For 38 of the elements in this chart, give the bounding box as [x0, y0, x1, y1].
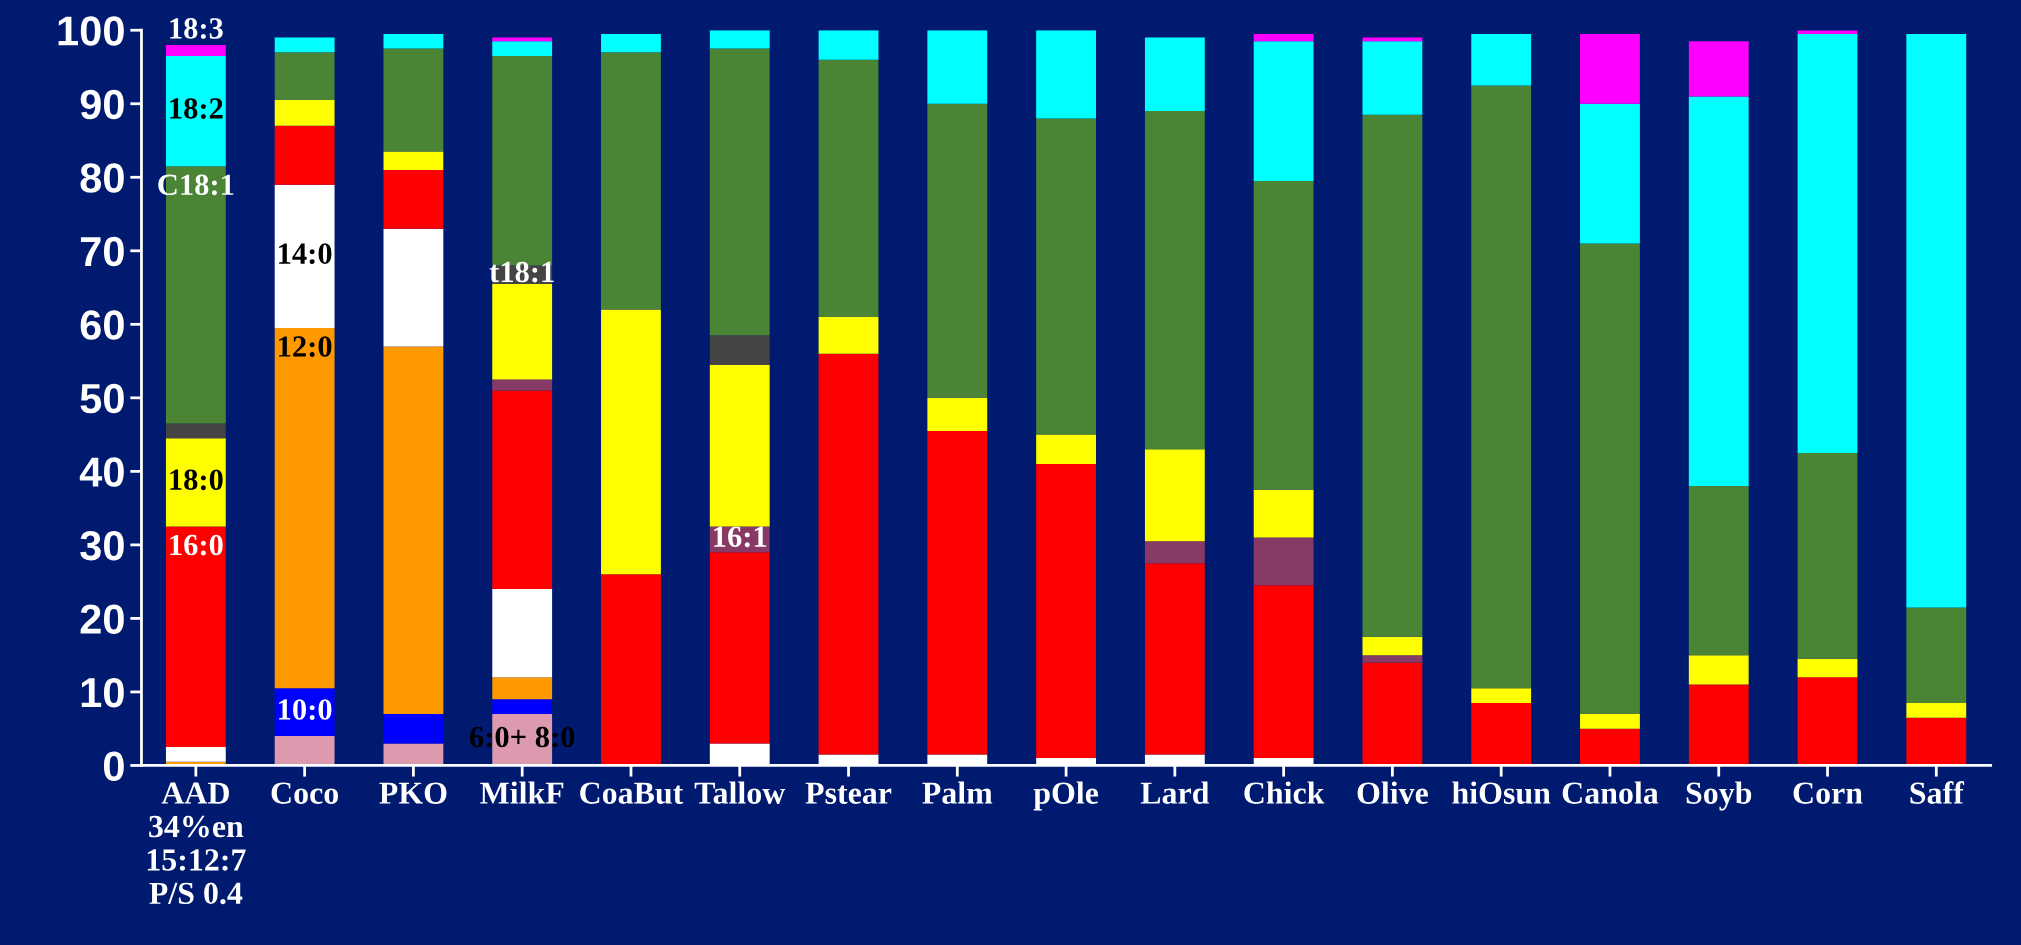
- x-tick-label: Palm: [922, 781, 993, 804]
- annotation: 16:1: [714, 526, 767, 548]
- y-tick-label: 100: [58, 16, 124, 46]
- x-tick-label: Chick: [1244, 781, 1325, 804]
- y-tick-label: 0: [103, 751, 124, 781]
- annotation: 18:0: [170, 469, 223, 491]
- x-tick-label: CoaBut: [580, 782, 684, 804]
- y-tick-label: 60: [80, 310, 124, 340]
- x-tick-label: AAD 34%en 15:12:7 P/S 0.4: [147, 782, 246, 905]
- y-tick-label: 90: [80, 89, 124, 120]
- y-tick-label: 20: [80, 604, 124, 634]
- x-tick-label: Canola: [1562, 781, 1659, 804]
- x-tick-label: Lard: [1140, 781, 1210, 804]
- x-tick-label: pOle: [1033, 781, 1099, 811]
- x-tick-label: Soyb: [1686, 781, 1752, 811]
- annotation: C18:1: [158, 174, 234, 196]
- annotation: 14:0: [279, 243, 332, 265]
- annotation: t18:1: [489, 261, 554, 283]
- x-tick-label: Tallow: [694, 781, 786, 804]
- annotation: 18:2: [170, 98, 223, 119]
- x-tick-label: Coco: [271, 782, 339, 804]
- annotation: 18:3: [170, 18, 223, 39]
- y-tick-label: 40: [79, 457, 124, 487]
- annotation: 10:0: [279, 699, 332, 720]
- x-tick-label: Saff: [1910, 781, 1965, 804]
- x-tick-label: Pstear: [805, 782, 892, 804]
- x-tick-label: PKO: [379, 782, 447, 804]
- y-tick-label: 10: [81, 677, 124, 708]
- x-tick-label: hiOsun: [1452, 781, 1551, 804]
- x-tick-label: Olive: [1357, 781, 1428, 804]
- y-tick-label: 70: [80, 236, 124, 267]
- y-tick-label: 50: [80, 383, 124, 414]
- y-tick-label: 30: [80, 530, 124, 561]
- x-tick-label: MilkF: [480, 781, 564, 804]
- annotation: 12:0: [279, 336, 332, 357]
- annotation: 16:0: [170, 534, 223, 556]
- y-tick-label: 80: [80, 163, 124, 193]
- x-tick-label: Corn: [1793, 782, 1863, 804]
